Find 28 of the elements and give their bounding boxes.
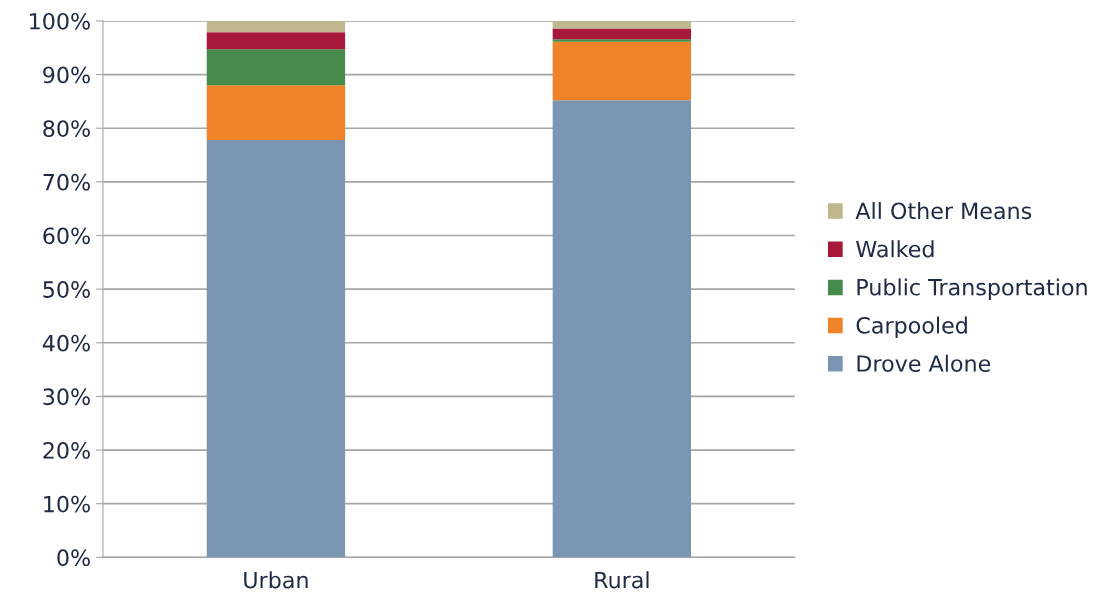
legend-label: Drove Alone [857, 354, 991, 372]
bar [206, 85, 346, 141]
x-tick-label: Urban [244, 571, 308, 589]
bar [552, 20, 692, 29]
y-tick-label: 10% [44, 495, 90, 513]
y-tick-label: 80% [43, 120, 90, 137]
bar [552, 28, 692, 40]
x-tick-label: Rural [595, 571, 649, 589]
bar [552, 41, 692, 101]
legend-label: Public Transportation [857, 278, 1087, 300]
y-tick-label: 50% [43, 281, 90, 298]
bar [206, 140, 346, 558]
bar [206, 49, 346, 86]
y-tick-label: 30% [43, 388, 90, 406]
bar [552, 39, 692, 42]
legend-label: Walked [856, 240, 934, 258]
y-tick-label: 100% [30, 12, 90, 30]
legend-label: Carpooled [856, 316, 967, 339]
bar [206, 20, 346, 33]
bar [206, 32, 346, 50]
legend-label: All Other Means [855, 202, 1032, 220]
y-tick-label: 70% [43, 173, 90, 191]
y-tick-label: 0% [57, 549, 90, 567]
y-tick-label: 60% [43, 227, 90, 245]
y-tick-label: 20% [43, 442, 90, 459]
y-tick-label: 40% [42, 334, 90, 352]
y-tick-label: 90% [43, 66, 90, 84]
bar [552, 100, 692, 558]
